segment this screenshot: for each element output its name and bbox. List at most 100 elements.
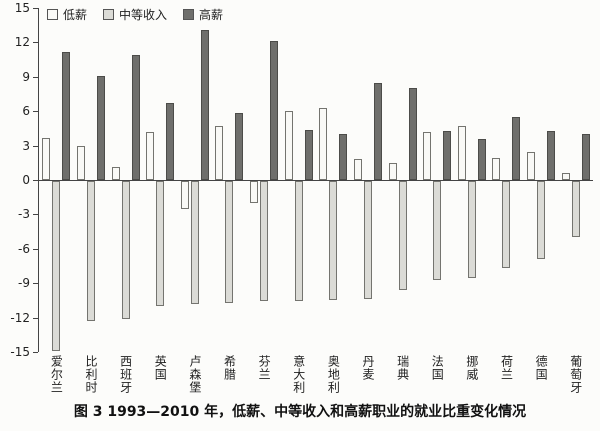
y-tick-mark (33, 76, 38, 78)
legend-label: 低薪 (63, 8, 88, 22)
legend: 低薪 中等收入 高薪 (47, 6, 223, 23)
x-axis-label: 荷兰 (499, 355, 514, 381)
bar (76, 145, 85, 180)
bar (294, 181, 303, 302)
y-tick-mark (33, 352, 38, 353)
y-tick-label: -6 (18, 241, 30, 256)
bar (398, 181, 407, 290)
bar (467, 181, 476, 279)
bar (339, 134, 348, 180)
y-tick-mark (33, 214, 38, 216)
x-axis-label: 意大利 (291, 355, 306, 394)
bar (225, 181, 234, 303)
y-tick-mark (33, 317, 38, 319)
bar (547, 130, 556, 180)
zero-line (39, 180, 593, 181)
bar (329, 181, 338, 301)
legend-item: 低薪 (47, 6, 87, 23)
y-tick-mark (33, 42, 38, 44)
bar (131, 55, 140, 180)
bar (353, 159, 362, 180)
y-tick-label: 0 (22, 173, 30, 187)
bar (42, 137, 51, 180)
bar (260, 181, 269, 302)
x-axis-label: 英国 (153, 355, 168, 381)
x-axis-label: 芬兰 (257, 355, 272, 381)
bar (581, 134, 590, 180)
plot-area: 低薪 中等收入 高薪 (38, 8, 593, 352)
bar (111, 167, 120, 180)
bar (388, 162, 397, 180)
y-tick-label: 6 (22, 104, 30, 119)
y-tick-label: -9 (18, 276, 30, 291)
x-axis-label: 挪威 (464, 355, 479, 381)
legend-swatch (103, 9, 115, 20)
y-tick-label: -15 (10, 345, 30, 359)
bar (146, 131, 155, 180)
bar (190, 181, 199, 304)
bar (96, 75, 105, 180)
y-tick-mark (33, 248, 38, 250)
bar (561, 173, 570, 180)
x-axis-label: 希腊 (222, 355, 237, 381)
y-tick-mark (33, 180, 38, 181)
y-tick-label: 15 (14, 1, 30, 15)
x-axis-label: 奥地利 (326, 355, 341, 394)
bar (250, 181, 259, 203)
x-axis-label: 丹麦 (360, 355, 375, 381)
bar (235, 113, 244, 180)
bar (477, 138, 486, 180)
bar (319, 107, 328, 180)
bar (373, 82, 382, 180)
legend-label: 高薪 (199, 8, 224, 22)
x-axis-label: 西班牙 (118, 355, 133, 394)
x-axis-label: 法国 (430, 355, 445, 381)
legend-item: 高薪 (183, 6, 223, 23)
bar (527, 152, 536, 180)
bar (86, 181, 95, 321)
y-tick-mark (33, 283, 38, 285)
bar (363, 181, 372, 300)
legend-swatch (183, 9, 195, 20)
bar (457, 126, 466, 180)
y-tick-mark (33, 145, 38, 147)
bar (156, 181, 165, 306)
y-tick-label: 3 (22, 138, 30, 153)
x-axis-label: 德国 (534, 355, 549, 381)
bar (502, 181, 511, 269)
bar (433, 181, 442, 280)
bar (284, 111, 293, 180)
y-tick-label: 12 (14, 35, 30, 50)
legend-item: 中等收入 (103, 6, 167, 23)
bar (423, 131, 432, 180)
bar (408, 88, 417, 180)
bar (270, 41, 279, 180)
legend-label: 中等收入 (119, 8, 168, 22)
bar (121, 181, 130, 319)
y-tick-mark (33, 111, 38, 113)
x-axis-label: 卢森堡 (187, 355, 202, 394)
bar (512, 116, 521, 180)
y-tick-label: 9 (22, 69, 30, 84)
x-axis-label: 爱尔兰 (49, 355, 64, 394)
bar (200, 29, 209, 180)
y-tick-label: -3 (18, 207, 30, 222)
x-axis-label: 比利时 (83, 355, 98, 394)
y-tick-label: -12 (10, 310, 30, 325)
bar (180, 181, 189, 209)
bar (62, 51, 71, 180)
bar (215, 126, 224, 180)
bar (492, 158, 501, 180)
x-axis-label: 葡萄牙 (568, 355, 583, 394)
y-tick-mark (33, 8, 38, 9)
figure-caption: 图 3 1993—2010 年，低薪、中等收入和高薪职业的就业比重变化情况 (73, 404, 527, 420)
bar (571, 181, 580, 238)
legend-swatch (47, 9, 58, 20)
bar (537, 181, 546, 259)
x-axis-label: 瑞典 (395, 355, 410, 381)
bar (304, 129, 313, 180)
bar (443, 130, 452, 180)
bar (166, 103, 175, 180)
bar (52, 181, 61, 351)
